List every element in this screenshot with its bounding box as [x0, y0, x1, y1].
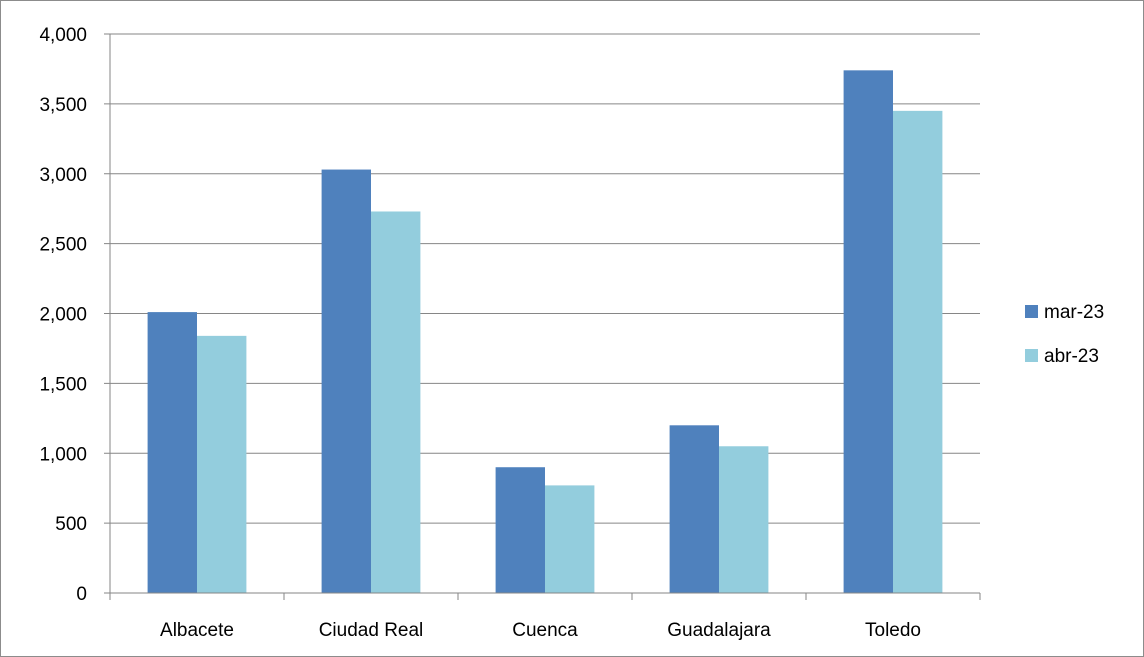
legend-swatch	[1025, 305, 1038, 318]
y-tick-label: 2,500	[39, 235, 87, 256]
bar-abr-23-toledo	[893, 110, 943, 594]
x-tick-label: Albacete	[160, 620, 234, 641]
y-tick-label: 3,500	[39, 95, 87, 116]
y-tick-label: 1,000	[39, 444, 87, 465]
bar-abr-23-guadalajara	[719, 446, 769, 593]
gridlines	[110, 33, 980, 524]
y-tick-label: 1,500	[39, 374, 87, 395]
bar-abr-23-albacete	[197, 335, 247, 593]
bar-abr-23-cuenca	[545, 485, 595, 593]
bar-mar-23-guadalajara	[669, 425, 719, 593]
bars	[147, 70, 943, 594]
y-tick-label: 0	[76, 584, 87, 605]
x-axis-tick-labels: Albacete Ciudad Real Cuenca Guadalajara Tole…	[160, 620, 921, 641]
bar-mar-23-cuenca	[495, 467, 545, 593]
x-tick-label: Toledo	[865, 620, 921, 641]
legend-swatch	[1025, 349, 1038, 362]
x-tick-label: Guadalajara	[667, 620, 771, 641]
bar-mar-23-ciudad-real	[321, 169, 371, 593]
y-tick-label: 4,000	[39, 25, 87, 46]
x-tick-label: Ciudad Real	[319, 620, 424, 641]
bar-mar-23-albacete	[147, 312, 197, 593]
legend-label: mar-23	[1044, 302, 1104, 323]
legend-label: abr-23	[1044, 346, 1099, 367]
y-tick-label: 500	[55, 514, 87, 535]
bar-mar-23-toledo	[843, 70, 893, 593]
legend: mar-23 abr-23	[1025, 302, 1104, 367]
bar-abr-23-ciudad-real	[371, 211, 421, 594]
y-tick-label: 3,000	[39, 165, 87, 186]
y-tick-label: 2,000	[39, 305, 87, 326]
x-tick-label: Cuenca	[512, 620, 578, 641]
y-axis-tick-labels: 0 500 1,000 1,500 2,000 2,500 3,000 3,500 4,000	[39, 25, 87, 605]
axes	[104, 33, 981, 600]
